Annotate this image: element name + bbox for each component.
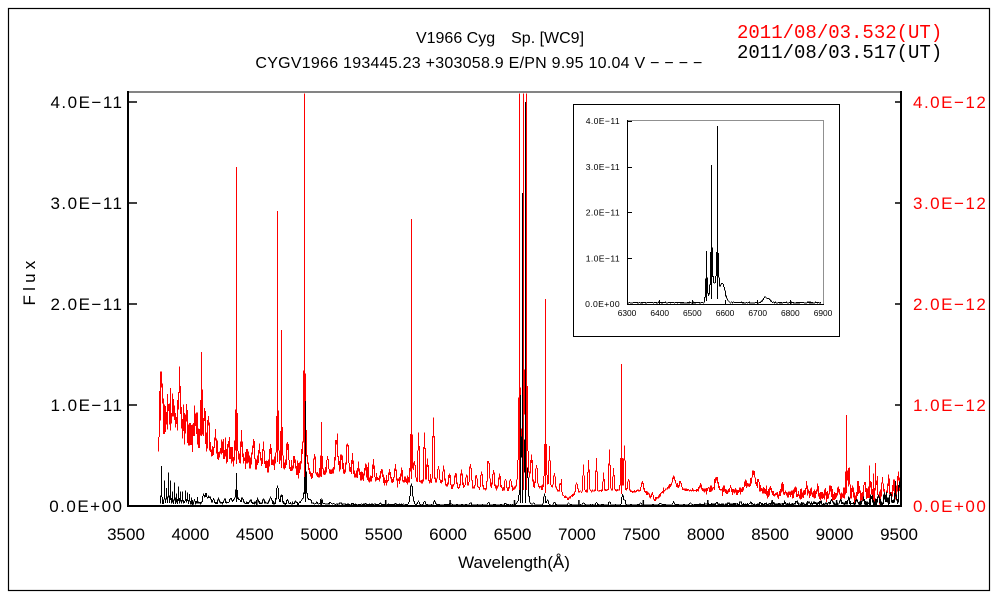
svg-text:6500: 6500 [494,525,532,544]
svg-text:6600: 6600 [716,308,735,318]
svg-text:9000: 9000 [816,525,854,544]
svg-text:5000: 5000 [300,525,338,544]
svg-text:6700: 6700 [748,308,767,318]
svg-text:9500: 9500 [880,525,918,544]
svg-text:CYGV1966 193445.23 +303058.9 E: CYGV1966 193445.23 +303058.9 E/PN 9.95 1… [255,55,702,72]
svg-text:0.0E+00: 0.0E+00 [913,497,987,516]
svg-text:2.0E−11: 2.0E−11 [50,295,123,314]
svg-text:4.0E−12: 4.0E−12 [913,93,987,112]
svg-text:Wavelength(Å): Wavelength(Å) [458,553,570,572]
svg-text:4.0E−11: 4.0E−11 [586,116,620,126]
svg-text:0.0E+00: 0.0E+00 [49,497,123,516]
svg-text:6300: 6300 [618,308,637,318]
svg-text:4000: 4000 [171,525,209,544]
svg-text:2011/08/03.517(UT): 2011/08/03.517(UT) [737,42,942,64]
svg-text:3.0E−12: 3.0E−12 [913,194,987,213]
svg-text:1.0E−11: 1.0E−11 [50,396,123,415]
svg-text:6400: 6400 [650,308,669,318]
svg-text:8000: 8000 [687,525,725,544]
svg-text:8500: 8500 [751,525,789,544]
svg-text:Flux: Flux [20,257,39,306]
svg-text:3.0E−11: 3.0E−11 [586,162,620,172]
svg-text:4500: 4500 [236,525,274,544]
svg-text:0.0E+00: 0.0E+00 [585,299,620,309]
svg-text:3500: 3500 [107,525,145,544]
svg-text:V1966 Cyg Sp. [WC9]: V1966 Cyg Sp. [WC9] [416,30,584,47]
svg-text:2.0E−12: 2.0E−12 [913,295,987,314]
svg-text:2.0E−11: 2.0E−11 [586,208,620,218]
svg-text:6000: 6000 [429,525,467,544]
svg-text:4.0E−11: 4.0E−11 [50,93,123,112]
svg-text:6800: 6800 [781,308,800,318]
svg-text:5500: 5500 [365,525,403,544]
svg-text:3.0E−11: 3.0E−11 [50,194,123,213]
svg-text:2011/08/03.532(UT): 2011/08/03.532(UT) [737,22,942,44]
svg-text:1.0E−11: 1.0E−11 [586,253,620,263]
svg-text:7000: 7000 [558,525,596,544]
svg-text:6500: 6500 [683,308,702,318]
svg-text:7500: 7500 [622,525,660,544]
svg-text:1.0E−12: 1.0E−12 [913,396,987,415]
svg-text:6900: 6900 [814,308,833,318]
